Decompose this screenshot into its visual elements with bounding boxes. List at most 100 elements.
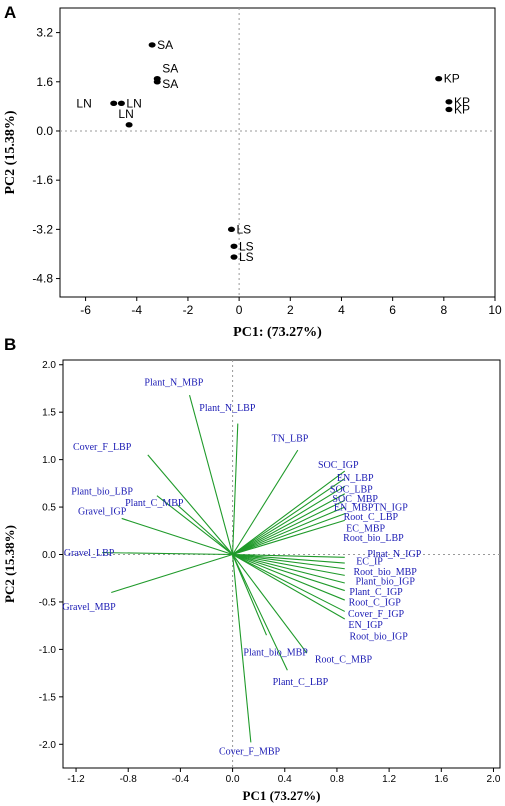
panel-b-vector-label: Plant_N_LBP [199,403,256,414]
panel-a-x-tick-label: -4 [131,303,142,317]
panel-a-letter: A [4,3,16,22]
panel-b-vector [232,554,345,601]
panel-a-y-tick-label: 3.2 [36,26,53,40]
panel-b-vector [232,554,268,636]
panel-b-vector-label: Plant_N_MBP [144,377,203,388]
panel-b-vector [232,554,346,620]
panel-a-point-label: KP [454,102,470,116]
panel-b-x-tick-label: 0.0 [226,774,240,785]
panel-b-vector [232,553,345,564]
panel-a-point [148,42,156,48]
panel-a-x-tick-label: 0 [236,303,243,317]
panel-b-vector-label: Plant_C_MBP [125,498,184,509]
panel-a-point [227,226,235,233]
panel-a-x-tick-label: 6 [389,303,396,317]
panel-b-vector [232,553,345,570]
panel-a-x-tick-label: -6 [80,303,91,317]
panel-b-vector-label: Root_C_LBP [344,512,399,523]
panel-b-vector-label: Plnat_N_IGP [367,549,421,560]
panel-b-vector [156,495,233,555]
panel-b-vector [232,449,299,555]
panel-b-vector [232,485,346,555]
panel-b-vector [232,499,346,556]
panel-b-plot-frame [62,359,501,769]
panel-b-vector-label: Plant_C_LBP [273,677,329,688]
panel-b-vector [232,506,345,556]
panel-b-x-tick-label: 2.0 [487,774,501,785]
panel-b-vector-label: Cover_F_LBP [73,442,132,453]
panel-b-vector-label: EC_MBP [346,523,385,534]
panel-a-point-label: LS [239,239,254,253]
panel-b-vector [121,517,233,556]
panel-b-vector-label: Plant_bio_MBP [243,648,308,659]
panel-a-y-axis-label: PC2 (15.38%) [3,110,18,194]
panel-b-x-ticks: -1.2 -0.8 -0.4 0.0 0.4 0.8 1.2 1.6 2.0 [67,768,501,785]
panel-b-vector [189,394,234,555]
panel-b-vector-label: EC_IP [356,557,383,568]
panel-b-x-axis-label: PC1 (73.27%) [243,788,321,803]
panel-a-point [125,122,133,128]
panel-a-y-tick-label: 1.6 [36,75,53,89]
panel-b-letter: B [4,335,16,354]
panel-b-y-tick-label: -0.5 [39,597,57,608]
panel-a-point [117,100,125,107]
panel-b-vector-label: Cover_F_IGP [348,609,405,620]
panel-a-point-label: LS [239,250,254,264]
panel-b-y-ticks: 2.0 1.5 1.0 0.5 0.0 -0.5 -1.0 -1.5 -2.0 [39,360,63,751]
panel-a-x-tick-label: -2 [183,303,194,317]
panel-b-vector [232,478,346,555]
panel-a-y-tick-label: -3.2 [32,222,53,236]
panel-b-loading-vectors [102,394,346,743]
panel-b-y-tick-label: -1.0 [39,645,57,656]
panel-b-vector-label: TN_LBP [272,433,309,444]
panel-b-y-tick-label: -2.0 [39,740,57,751]
panel-b-vector-label: Gravel_LBP [64,548,115,559]
panel-a-point-label: KP [454,95,470,109]
panel-b-vector [102,552,233,556]
panel-b-vector [232,553,345,584]
panel-b-vector [232,554,308,654]
panel-b-vector [232,493,346,555]
panel-b-vector [232,519,345,556]
panel-b-vector-label: EN_IGP [348,620,383,631]
panel-b-vector-label: Root_C_IGP [349,597,402,608]
panel-b: B -1.2 -0.8 -0.4 0.0 0.4 0.8 1.2 1.6 2.0 2.0 1.5 1… [2,335,501,803]
panel-b-x-tick-label: -0.4 [172,774,190,785]
panel-b-vector [232,423,239,555]
panel-b-vector-label: Root_bio_IGP [350,632,409,643]
panel-b-x-tick-label: -0.8 [120,774,138,785]
panel-b-vector-label: Plant_bio_LBP [71,486,133,497]
panel-b-vector [176,503,233,555]
panel-b-reference-lines [63,360,500,768]
panel-b-vector [147,454,234,555]
panel-b-vector [232,553,345,576]
panel-a-point [445,106,453,113]
panel-a-plot-frame [59,7,496,298]
panel-a-point-label: SA [157,38,173,52]
panel-b-vector-label: Root_bio_LBP [343,533,404,544]
panel-b-vector-label: SOC_LBP [330,485,373,496]
panel-a-y-tick-label: -1.6 [32,173,53,187]
panel-a-x-tick-label: 2 [287,303,294,317]
panel-b-vector-label: Gravel_IGP [78,506,127,517]
panel-a-y-tick-label: -4.8 [32,272,53,286]
panel-b-vector-label: EN_LBP [337,473,374,484]
panel-b-vector-label: Plant_C_IGP [349,587,403,598]
panel-b-x-tick-label: -1.2 [67,774,85,785]
panel-a-point [435,76,443,82]
panel-b-x-tick-label: 1.6 [434,774,448,785]
panel-b-vector-label: Gravel_MBP [62,602,116,613]
panel-a-reference-lines [60,8,495,297]
panel-b-vector-label: Root_bio_MBP [354,567,418,578]
panel-b-vector [232,554,288,671]
panel-b-vector-label: Plant_bio_IGP [355,577,415,588]
panel-a-x-ticks: -6 -4 -2 0 2 4 6 8 10 [80,297,502,317]
panel-b-y-tick-label: 0.5 [42,503,56,514]
panel-a-x-tick-label: 10 [488,303,502,317]
panel-b-vector-label: Root_C_MBP [315,654,373,665]
panel-a-point-label: LN [126,96,141,110]
panel-a-point-label: LN [118,107,133,121]
panel-b-vector-label: EN_MBPTN_IGP [334,503,408,514]
